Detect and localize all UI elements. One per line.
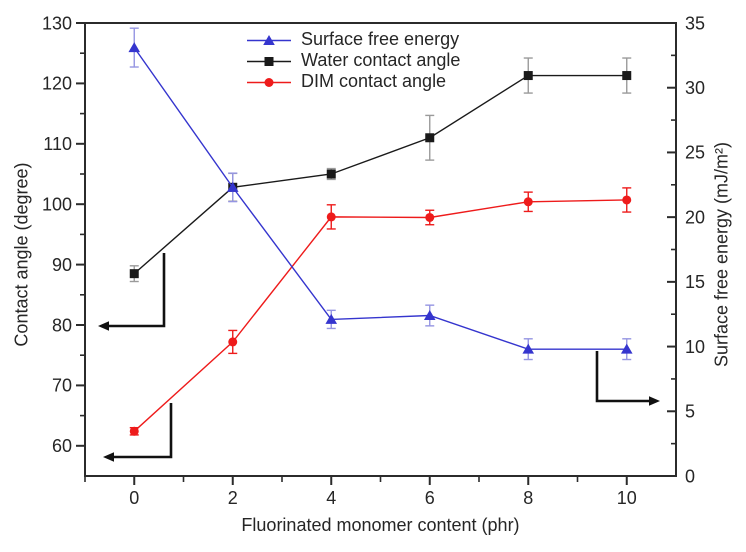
- y-right-tick-label: 15: [685, 272, 705, 292]
- y-left-ticks: 60 70 80 90 100 110 120 130: [42, 13, 84, 456]
- x-tick-label: 2: [228, 488, 238, 508]
- legend-item-water-contact-angle: Water contact angle: [246, 50, 460, 71]
- x-tick-label: 6: [425, 488, 435, 508]
- y-left-tick-label: 70: [52, 376, 72, 396]
- legend-label: DIM contact angle: [301, 71, 447, 91]
- right-arrowhead-icon: [649, 396, 660, 406]
- legend-item-dim-contact-angle: DIM contact angle: [246, 71, 460, 92]
- y-right-tick-label: 10: [685, 337, 705, 357]
- x-axis-ticks: 0 2 4 6 8 10: [84, 477, 637, 508]
- water-contact-angle-left-axis-arrow: [98, 253, 166, 331]
- legend-item-surface-free-energy: Surface free energy: [246, 29, 460, 50]
- series-surface-free-energy: [128, 27, 633, 361]
- legend: Surface free energy Water contact angle DI…: [246, 29, 460, 92]
- y-right-tick-label: 25: [685, 143, 705, 163]
- x-tick-label: 4: [326, 488, 336, 508]
- series-dim-contact-angle: [129, 187, 632, 436]
- x-tick-label: 8: [523, 488, 533, 508]
- left-arrowhead-icon: [98, 321, 109, 331]
- left-arrowhead-icon: [103, 452, 114, 462]
- plot-frame: [84, 22, 677, 477]
- y-right-label: Surface free energy (mJ/m²): [711, 141, 732, 368]
- y-right-tick-label: 35: [685, 13, 705, 33]
- y-left-tick-label: 110: [43, 134, 72, 154]
- legend-marker-water-contact-angle: [247, 56, 291, 66]
- y-left-tick-label: 90: [52, 255, 72, 275]
- legend-marker-dim-contact-angle: [247, 77, 291, 87]
- y-right-tick-label: 20: [685, 207, 705, 227]
- legend-marker-surface-free-energy: [247, 34, 291, 45]
- y-left-tick-label: 80: [52, 315, 72, 335]
- legend-label: Water contact angle: [301, 50, 461, 70]
- y-right-ticks: 0 5 10 15 20 25 30 35: [667, 13, 705, 486]
- dim-contact-angle-left-axis-arrow: [103, 403, 173, 462]
- legend-label: Surface free energy: [301, 29, 460, 49]
- x-tick-label: 10: [617, 488, 637, 508]
- y-left-tick-label: 130: [42, 13, 72, 33]
- y-right-tick-label: 5: [685, 402, 695, 422]
- x-axis-label: Fluorinated monomer content (phr): [241, 515, 520, 535]
- y-left-tick-label: 120: [42, 74, 72, 94]
- y-left-tick-label: 100: [42, 195, 72, 215]
- y-right-tick-label: 0: [685, 466, 695, 486]
- x-tick-label: 0: [129, 488, 139, 508]
- surface-free-energy-right-axis-arrow: [595, 351, 660, 406]
- y-left-tick-label: 60: [52, 436, 72, 456]
- y-right-tick-label: 30: [685, 78, 705, 98]
- y-left-label: Contact angle (degree): [11, 162, 32, 347]
